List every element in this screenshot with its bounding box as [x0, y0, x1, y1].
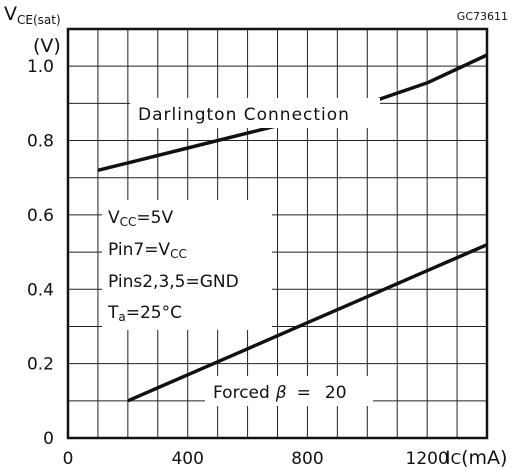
y-axis-label: VCE(sat) [4, 3, 61, 27]
condition-vcc-sub: CC [120, 215, 137, 229]
condition-pins: Pins2,3,5=GND [108, 272, 239, 292]
x-tick-label: 0 [63, 449, 74, 469]
x-tick-label: 1200 [406, 449, 449, 469]
forced-beta-curve [127, 243, 488, 403]
condition-pin7-main: Pin7=V [108, 240, 170, 260]
beta-symbol: β [275, 383, 287, 403]
x-tick-label: 400 [171, 449, 203, 469]
x-axis-label-main: I [445, 447, 451, 469]
forced-label-bg [205, 376, 373, 406]
conditions-box [102, 200, 272, 330]
condition-temp-main: T [107, 303, 119, 323]
y-axis-label-sub: CE(sat) [17, 13, 61, 27]
forced-word: Forced [213, 383, 270, 403]
y-tick-label: 0.2 [27, 355, 54, 375]
x-axis-label: IC(mA) [445, 447, 507, 469]
y-axis-unit: (V) [33, 35, 61, 57]
y-axis-label-main: V [4, 3, 17, 25]
condition-vcc-rest: =5V [136, 208, 173, 228]
ratio-value: 20 [325, 383, 347, 403]
x-tick-label: 800 [291, 449, 323, 469]
darlington-label-bg [130, 98, 380, 128]
condition-temp-sub: a [118, 310, 125, 324]
forced-beta-label: Forced β = 20 [213, 383, 347, 403]
condition-temp: Ta=25°C [107, 303, 182, 324]
condition-pin7: Pin7=VCC [108, 240, 187, 261]
condition-temp-rest: =25°C [126, 303, 182, 323]
y-tick-label: 0.4 [27, 280, 54, 300]
y-tick-labels: 0 0.2 0.4 0.6 0.8 1.0 [27, 57, 54, 449]
darlington-label: Darlington Connection [138, 105, 350, 125]
y-tick-label: 0.8 [27, 132, 54, 152]
x-axis-label-unit: (mA) [461, 447, 507, 469]
condition-vcc-main: V [108, 208, 120, 228]
x-tick-labels: 0 400 800 1200 [63, 449, 449, 469]
equals-sign: = [297, 383, 311, 403]
y-tick-label: 1.0 [27, 57, 54, 77]
plot-frame [66, 27, 489, 440]
condition-pin7-sub: CC [170, 247, 187, 261]
condition-vcc: VCC=5V [108, 208, 173, 229]
chart-code: GC73611 [457, 10, 508, 23]
y-tick-label: 0 [43, 429, 54, 449]
x-axis-label-sub: C [451, 450, 461, 468]
y-tick-label: 0.6 [27, 206, 54, 226]
